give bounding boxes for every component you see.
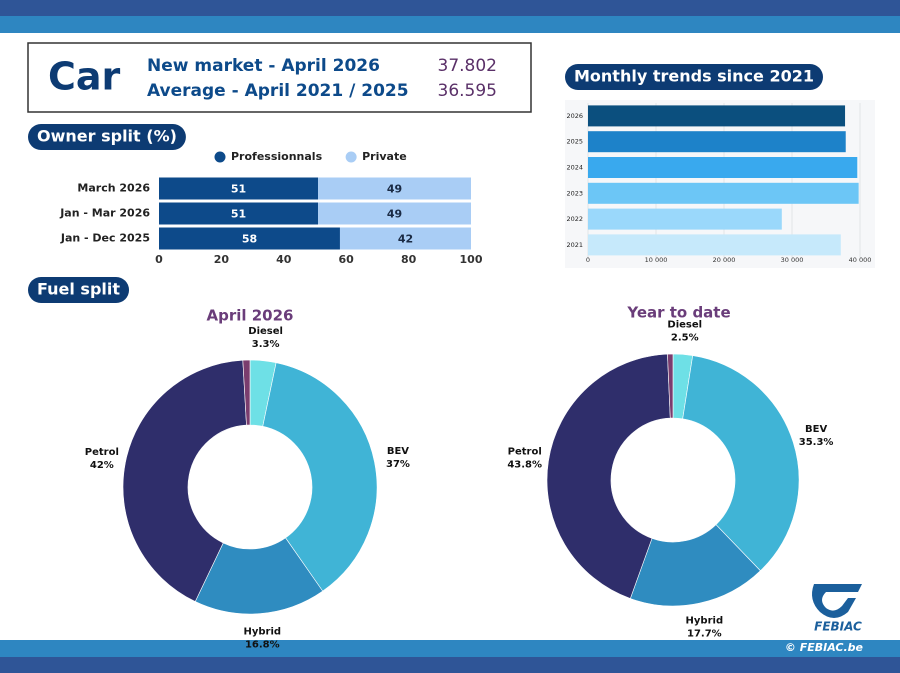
logo-text: FEBIAC: [814, 620, 862, 634]
slice-value: 16.8%: [245, 639, 280, 650]
legend-marker: [345, 151, 357, 163]
bar-segment: [318, 177, 471, 200]
bottom-band: [0, 657, 900, 673]
donut-slice: [682, 355, 800, 572]
bar-segment: [159, 227, 340, 250]
data-label: 49: [387, 208, 402, 221]
data-label: 42: [398, 233, 413, 246]
section-title: Fuel split: [37, 280, 120, 299]
y-tick-label: 2021: [566, 241, 583, 249]
data-label: 51: [231, 183, 246, 196]
x-tick-label: 10 000: [645, 256, 668, 264]
logo: FEBIAC: [812, 584, 862, 634]
slice-label: BEV: [387, 446, 409, 457]
donut-slice: [667, 353, 674, 419]
x-tick-label: 30 000: [781, 256, 804, 264]
donut-slice: [194, 537, 324, 615]
section-pill: [565, 64, 823, 90]
slice-label: Diesel: [248, 326, 283, 337]
top-band: [0, 0, 900, 16]
slice-label: Hybrid: [244, 626, 282, 637]
section-title: Monthly trends since 2021: [574, 67, 814, 86]
bar: [588, 157, 858, 178]
header-value: 37.802: [438, 56, 497, 76]
x-tick-label: 40 000: [849, 256, 872, 264]
section-title: Owner split (%): [37, 127, 177, 146]
header-title: Car: [48, 55, 121, 99]
slice-label: Petrol: [508, 446, 542, 457]
slice-label: BEV: [805, 424, 827, 435]
chart-title: April 2026: [207, 307, 294, 325]
data-label: 51: [231, 208, 246, 221]
x-tick-label: 40: [276, 253, 292, 266]
x-tick-label: 100: [460, 253, 483, 266]
x-tick-label: 20: [214, 253, 230, 266]
header-value: 36.595: [438, 81, 497, 101]
x-tick-label: 0: [155, 253, 163, 266]
y-tick-label: 2022: [566, 215, 583, 223]
slice-value: 17.7%: [687, 629, 722, 640]
donut-slice: [262, 362, 378, 592]
top-band-light: [0, 16, 900, 33]
footer: © FEBIAC.be: [785, 641, 864, 654]
bar: [588, 182, 859, 204]
y-tick-label: Jan - Mar 2026: [59, 207, 150, 220]
bar: [588, 105, 846, 127]
slice-value: 43.8%: [507, 459, 542, 470]
header-label: New market - April 2026: [147, 56, 380, 76]
data-label: 49: [387, 183, 402, 196]
chart-title: Year to date: [626, 304, 730, 322]
section-pill: [28, 277, 130, 303]
y-tick-label: 2025: [566, 138, 583, 146]
donut-slice: [122, 359, 247, 602]
slice-value: 3.3%: [252, 339, 280, 350]
header-box: [27, 42, 532, 113]
slice-value: 42%: [90, 460, 114, 471]
legend-label: Private: [362, 150, 407, 163]
bar-segment: [339, 227, 471, 250]
section-pill: [28, 124, 186, 150]
bar: [588, 208, 782, 230]
slice-label: Diesel: [667, 319, 702, 330]
slice-label: Hybrid: [686, 616, 724, 627]
y-tick-label: Jan - Dec 2025: [60, 232, 150, 245]
y-tick-label: March 2026: [77, 182, 150, 195]
donut-slice: [546, 353, 671, 599]
bar: [588, 131, 846, 153]
x-tick-label: 20 000: [713, 256, 736, 264]
bar-segment: [159, 177, 319, 200]
slice-value: 35.3%: [799, 437, 834, 448]
y-tick-label: 2024: [566, 164, 583, 172]
bar: [588, 234, 841, 256]
legend-marker: [214, 151, 226, 163]
slice-label: Petrol: [85, 447, 119, 458]
donut-slice: [242, 359, 251, 426]
x-tick-label: 80: [401, 253, 417, 266]
x-tick-label: 0: [586, 256, 590, 264]
data-label: 58: [242, 233, 257, 246]
header-label: Average - April 2021 / 2025: [147, 81, 409, 101]
bar-segment: [159, 202, 319, 225]
logo-mark: [812, 584, 862, 618]
y-tick-label: 2026: [566, 112, 583, 120]
slice-value: 2.5%: [671, 332, 699, 343]
bottom-band-light: [0, 640, 900, 657]
legend-label: Professionnals: [231, 150, 323, 163]
bar-segment: [318, 202, 471, 225]
x-tick-label: 60: [339, 253, 355, 266]
slice-value: 37%: [386, 459, 410, 470]
y-tick-label: 2023: [566, 189, 583, 197]
